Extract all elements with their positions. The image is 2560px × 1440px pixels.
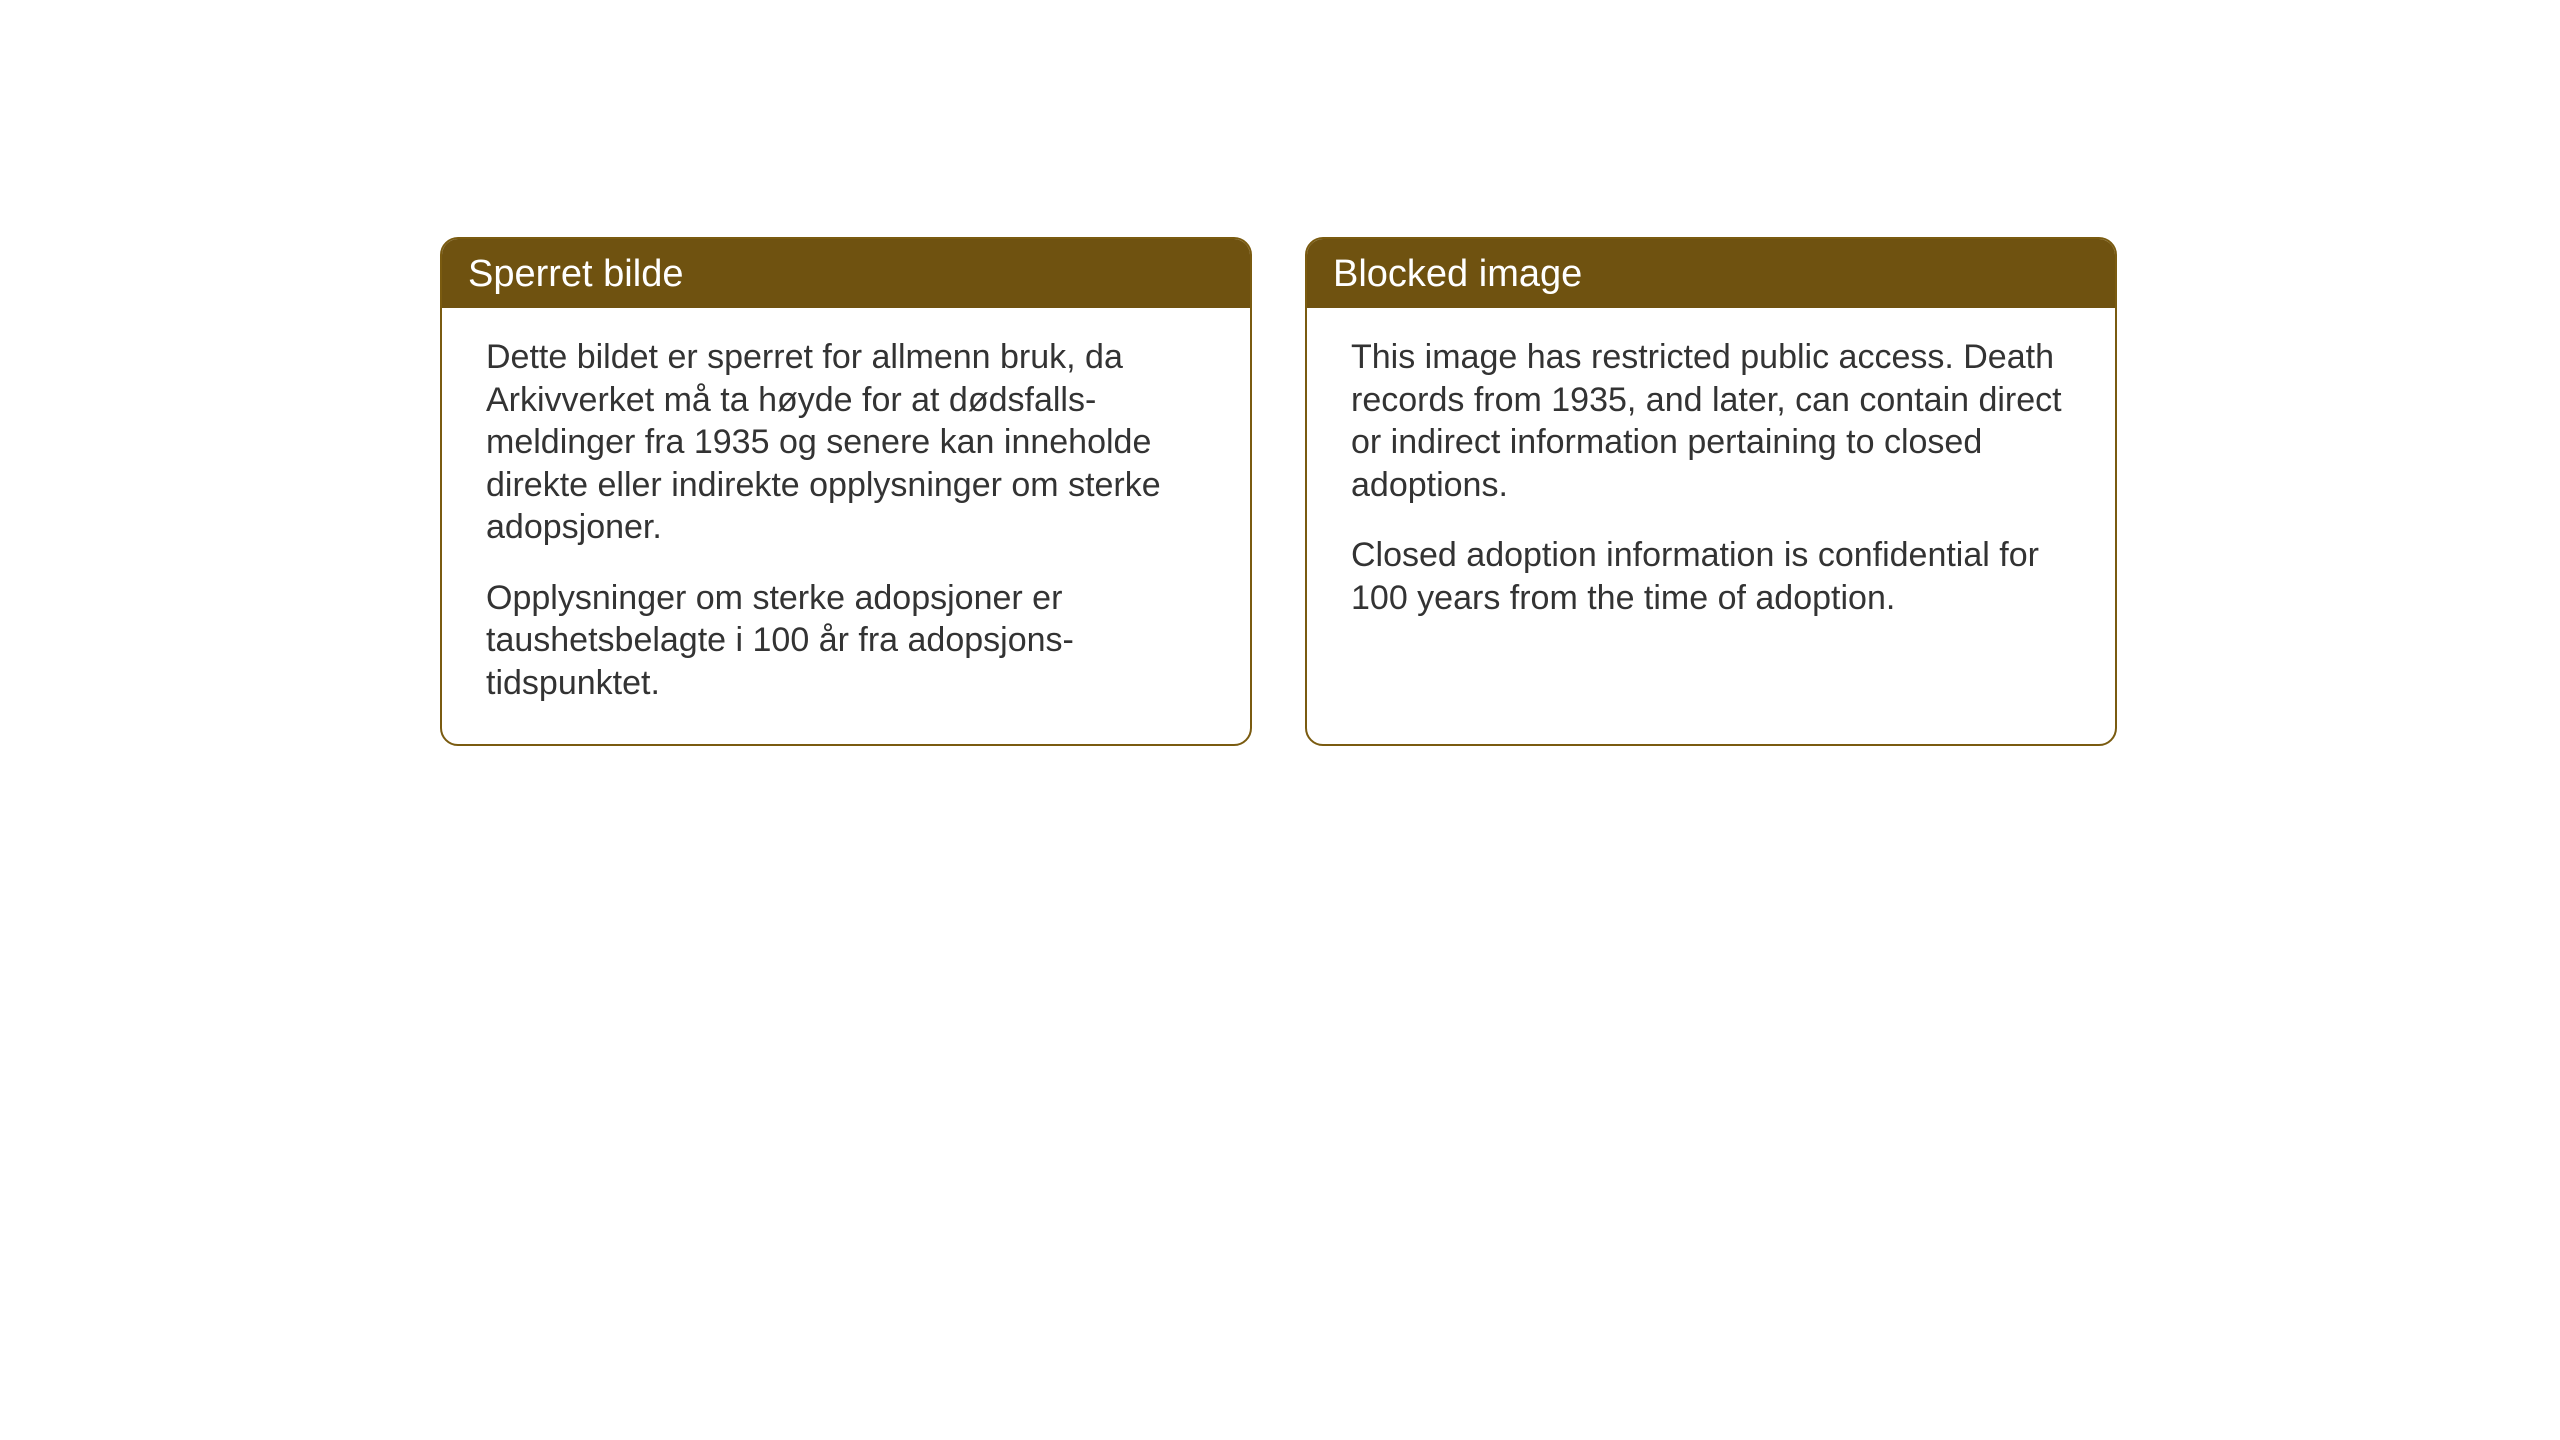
card-body: This image has restricted public access.… — [1307, 308, 2115, 659]
card-title: Sperret bilde — [468, 253, 683, 295]
card-body: Dette bildet er sperret for allmenn bruk… — [442, 308, 1250, 744]
card-paragraph: This image has restricted public access.… — [1351, 336, 2071, 506]
notice-container: Sperret bilde Dette bildet er sperret fo… — [440, 237, 2117, 746]
notice-card-norwegian: Sperret bilde Dette bildet er sperret fo… — [440, 237, 1252, 746]
card-paragraph: Closed adoption information is confident… — [1351, 534, 2071, 619]
card-header: Blocked image — [1307, 239, 2115, 308]
card-header: Sperret bilde — [442, 239, 1250, 308]
card-title: Blocked image — [1333, 253, 1582, 295]
card-paragraph: Dette bildet er sperret for allmenn bruk… — [486, 336, 1206, 549]
notice-card-english: Blocked image This image has restricted … — [1305, 237, 2117, 746]
card-paragraph: Opplysninger om sterke adopsjoner er tau… — [486, 577, 1206, 705]
